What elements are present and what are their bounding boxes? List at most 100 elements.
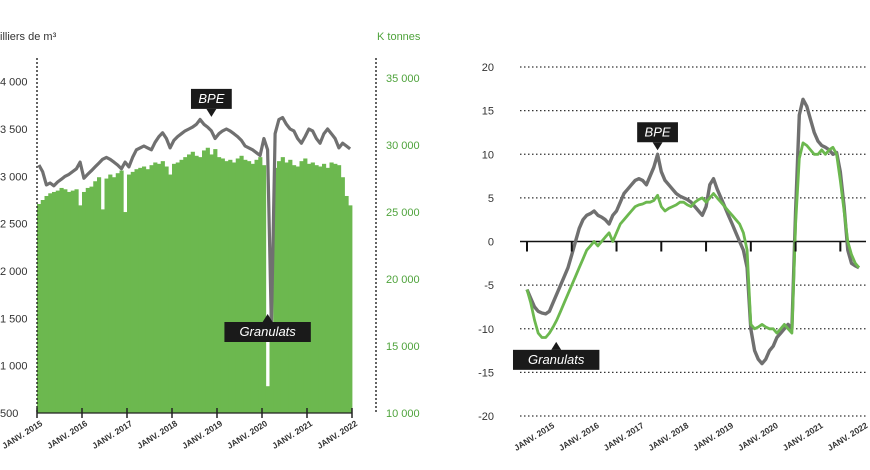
granulats-bar: [325, 167, 330, 413]
y-tick-label: 0: [488, 237, 494, 249]
granulats-bar: [74, 189, 79, 413]
annotation-box: [637, 122, 678, 143]
granulats-bar: [48, 193, 53, 413]
left-y-tick-label: 3 500: [0, 124, 28, 136]
annotation-pointer: [262, 314, 273, 322]
left-y-tick-label: 500: [0, 408, 18, 420]
granulats-bar: [138, 167, 143, 413]
granulats-bar: [209, 154, 214, 414]
left-axis-unit-label: illiers de m³: [0, 31, 57, 43]
granulats-bar: [337, 165, 342, 413]
granulats-bar: [112, 177, 117, 413]
granulats-bar: [63, 189, 68, 413]
granulats-bar: [258, 157, 263, 413]
left-y-tick-label: 1 000: [0, 361, 28, 373]
granulats-bar: [220, 158, 225, 413]
granulats-bar: [247, 161, 252, 413]
granulats-bar: [93, 181, 98, 413]
granulats-bar: [198, 157, 203, 413]
y-tick-label: 15: [482, 106, 494, 118]
granulats-bar: [288, 159, 293, 413]
bpe-line-layer: [37, 115, 352, 330]
y-tick-label: 10: [482, 149, 494, 161]
right-axis-unit-label: K tonnes: [377, 31, 421, 43]
left-chart-annotations: BPE Granulats: [190, 88, 311, 342]
x-tick-label: JANV. 2020: [736, 420, 780, 453]
granulats-bar: [134, 169, 139, 413]
granulats-bar: [202, 150, 207, 413]
granulats-bar: [59, 187, 64, 413]
y-tick-label: 20: [482, 62, 494, 74]
granulats-bar: [292, 165, 297, 413]
granulats-bar: [115, 173, 120, 413]
y-tick-label: 5: [488, 193, 494, 205]
granulats-bar: [145, 169, 150, 413]
granulats-bar: [55, 190, 60, 413]
granulats-bar: [307, 163, 312, 413]
granulats-bar: [108, 174, 113, 413]
granulats-bar: [322, 163, 327, 413]
granulats-bar: [340, 177, 345, 413]
right-chart-lines: [525, 97, 861, 366]
granulats-bar: [127, 174, 132, 413]
granulats-bar: [299, 161, 304, 413]
granulats-bar: [142, 166, 147, 413]
granulats-bar: [254, 159, 259, 413]
right-chart-grid: [520, 66, 866, 417]
granulats-bar: [44, 195, 49, 413]
x-tick-label: JANV. 2018: [646, 420, 690, 453]
granulats-bar: [284, 162, 289, 413]
granulats-line: [525, 141, 861, 339]
right-y-tick-label: 15 000: [386, 341, 420, 353]
right-y-tick-label: 35 000: [386, 73, 420, 85]
right-y-tick-label: 30 000: [386, 140, 420, 152]
granulats-bar: [40, 200, 45, 413]
granulats-bar: [243, 159, 248, 413]
left-y-tick-label: 2 000: [0, 266, 28, 278]
granulats-bar: [303, 158, 308, 413]
granulats-bar: [295, 166, 300, 413]
granulats-bar: [205, 147, 210, 414]
granulats-bar: [179, 159, 184, 413]
y-tick-label: -5: [484, 280, 494, 292]
x-tick-label: JANV. 2015: [0, 418, 44, 451]
x-tick-label: JANV. 2019: [180, 418, 224, 451]
granulats-bar: [333, 163, 338, 413]
right-y-tick-label: 20 000: [386, 274, 420, 286]
granulats-bar: [89, 186, 94, 413]
annotation-pointer: [206, 108, 217, 117]
y-tick-label: -15: [478, 367, 494, 379]
x-tick-label: JANV. 2017: [90, 418, 134, 451]
right-y-tick-label: 10 000: [386, 408, 420, 420]
granulats-bar: [153, 162, 158, 413]
granulats-bar: [183, 157, 188, 413]
granulats-bar: [130, 171, 135, 413]
granulats-bar: [149, 165, 154, 413]
granulats-bar: [250, 163, 255, 413]
y-tick-label: -20: [478, 411, 494, 423]
granulats-bar: [70, 190, 75, 413]
granulats-bar: [310, 162, 315, 413]
granulats-bar: [239, 155, 244, 413]
x-tick-label: JANV. 2017: [602, 420, 646, 453]
x-tick-label: JANV. 2018: [135, 418, 179, 451]
granulats-bar: [265, 386, 270, 413]
granulats-bar: [314, 165, 319, 413]
annotation-box: [224, 322, 311, 342]
annotation-bpe: BPE: [637, 122, 678, 151]
x-tick-label: JANV. 2016: [557, 420, 601, 453]
x-tick-label: JANV. 2015: [512, 420, 556, 453]
granulats-bar: [269, 327, 274, 413]
granulats-bar: [348, 205, 353, 413]
x-tick-label: JANV. 2016: [45, 418, 89, 451]
annotation-pointer: [551, 341, 562, 350]
x-tick-label: JANV. 2019: [691, 420, 735, 453]
granulats-bar: [82, 191, 87, 413]
granulats-bar: [67, 191, 72, 413]
granulats-bar: [123, 212, 128, 413]
left-y-tick-label: 4 000: [0, 77, 28, 89]
granulats-bar: [262, 165, 267, 413]
annotation-label: Granulats: [239, 324, 296, 339]
granulats-bar: [344, 195, 349, 413]
